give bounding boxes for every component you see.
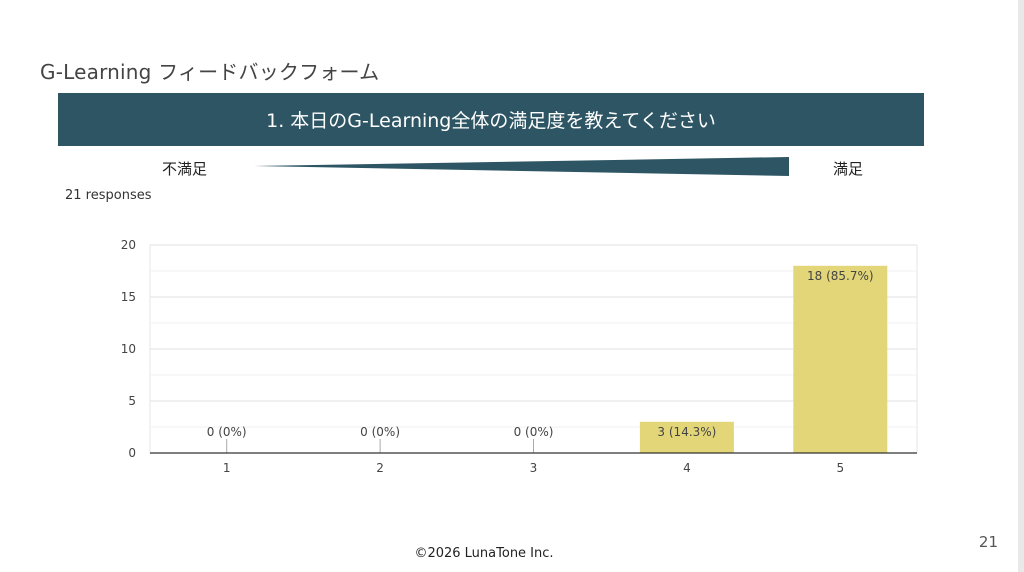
response-count: 21 responses: [65, 188, 152, 203]
y-tick-label: 20: [121, 238, 136, 252]
bar: [793, 265, 888, 453]
y-tick-label: 15: [121, 290, 136, 304]
question-banner: 1. 本日のG-Learning全体の満足度を教えてください: [58, 93, 924, 146]
y-tick-label: 10: [121, 342, 136, 356]
scale-high-label: 満足: [833, 160, 864, 178]
x-tick-label: 1: [223, 461, 231, 475]
page-number: 21: [978, 533, 998, 551]
bar: [639, 421, 734, 453]
y-tick-label: 0: [128, 446, 136, 460]
slide-edge: [1018, 0, 1024, 572]
x-tick-label: 5: [836, 461, 844, 475]
scale-low-label: 不満足: [162, 160, 208, 178]
slide-title: G-Learning フィードバックフォーム: [40, 60, 380, 84]
question-text: 1. 本日のG-Learning全体の満足度を教えてください: [266, 110, 716, 132]
y-tick-label: 5: [128, 394, 136, 408]
data-label: 0 (0%): [514, 425, 554, 439]
satisfaction-scale-wedge: [252, 157, 789, 176]
copyright: ©2026 LunaTone Inc.: [414, 546, 554, 561]
x-tick-label: 2: [376, 461, 384, 475]
x-tick-label: 3: [530, 461, 538, 475]
x-tick-label: 4: [683, 461, 691, 475]
data-label: 18 (85.7%): [807, 269, 874, 283]
data-label: 0 (0%): [360, 425, 400, 439]
data-label: 3 (14.3%): [657, 425, 716, 439]
data-label: 0 (0%): [207, 425, 247, 439]
